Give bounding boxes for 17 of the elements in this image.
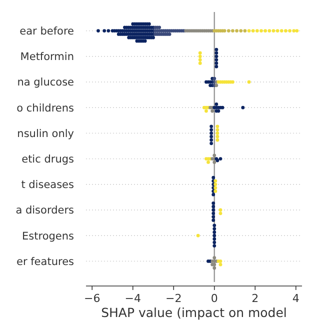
x-tick-label: 0	[210, 292, 218, 305]
y-tick-label: etic drugs	[22, 153, 74, 166]
x-tick-label: −2	[166, 292, 182, 305]
y-tick-label: o childrens	[16, 102, 74, 114]
x-tick-label: 4	[292, 292, 300, 305]
x-tick-label: −6	[84, 292, 100, 305]
x-tick-label: 2	[252, 292, 259, 305]
y-tick-label: Estrogens	[22, 230, 74, 242]
y-tick-label: t diseases	[21, 179, 74, 192]
y-tick-label: er features	[16, 256, 74, 268]
x-axis-title: SHAP value (impact on model	[101, 305, 287, 320]
y-tick-label: Metformin	[20, 51, 74, 64]
y-tick-label: a disorders	[16, 204, 74, 217]
y-tick-label: na glucose	[17, 76, 74, 89]
y-tick-label: nsulin only	[17, 128, 74, 140]
x-tick-label: −4	[124, 292, 141, 305]
y-tick-label: ear before	[20, 25, 74, 38]
